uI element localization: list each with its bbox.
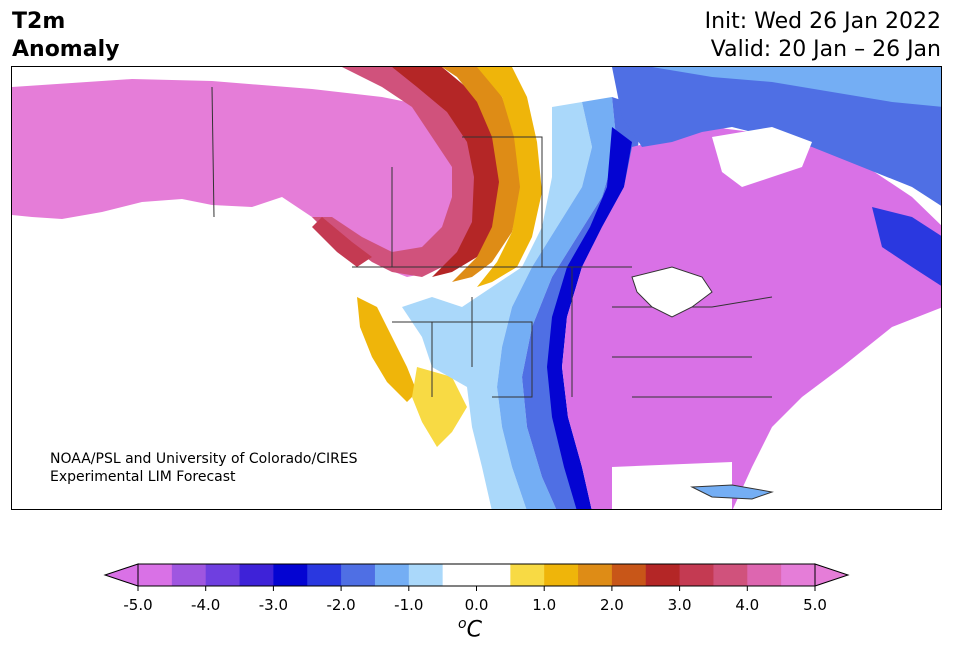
colorbar-segment	[307, 564, 342, 586]
valid-range: Valid: 20 Jan – 26 Jan	[710, 37, 941, 62]
colorbar-tick-label: -3.0	[259, 596, 288, 614]
colorbar-segment	[374, 564, 410, 586]
gulf-of-mexico	[612, 462, 732, 509]
map-canvas	[12, 67, 941, 509]
colorbar-segment	[747, 564, 782, 586]
colorbar-segment	[713, 564, 748, 586]
anomaly-region-alaska	[12, 79, 467, 277]
colorbar-segment	[611, 564, 647, 586]
colorbar-tick-label: -1.0	[394, 596, 423, 614]
colorbar-svg: -5.0 -4.0 -3.0 -2.0 -1.0 0.0 1.0 2.0 3.0 4.0 5.0	[103, 563, 850, 614]
colorbar-segment	[408, 564, 444, 586]
colorbar-segment	[544, 564, 579, 586]
colorbar-min-arrow	[103, 563, 139, 587]
anomaly-region-warm-band-1	[312, 67, 487, 277]
colorbar-segment	[273, 564, 308, 586]
colorbar-segment	[138, 564, 173, 586]
degree-superscript: o	[458, 616, 467, 632]
colorbar-segment	[442, 564, 477, 586]
anomaly-region-pacific-coast	[312, 217, 372, 267]
colorbar-segment	[679, 564, 714, 586]
title-type: Anomaly	[12, 37, 120, 62]
unit-celsius: C	[466, 617, 482, 643]
cuba	[690, 484, 774, 500]
colorbar-segment	[578, 564, 613, 586]
data-credit: NOAA/PSL and University of Colorado/CIRE…	[50, 450, 358, 486]
colorbar-tick-label: 0.0	[465, 596, 489, 614]
colorbar-max-arrow	[814, 563, 850, 587]
colorbar-tick-label: 1.0	[532, 596, 556, 614]
colorbar-unit: oC	[458, 616, 482, 642]
colorbar-segment	[239, 564, 274, 586]
colorbar-segment	[476, 564, 511, 586]
anomaly-region-california-warm	[357, 297, 417, 402]
colorbar-legend: -5.0 -4.0 -3.0 -2.0 -1.0 0.0 1.0 2.0 3.0 4.0 5.0	[0, 560, 953, 655]
colorbar-segment	[205, 564, 241, 586]
forecast-dates: Init: Wed 26 Jan 2022 Valid: 20 Jan – 26…	[705, 8, 941, 64]
colorbar-tick-label: 2.0	[600, 596, 624, 614]
colorbar-segment	[171, 564, 207, 586]
colorbar-tick-label: 5.0	[803, 596, 827, 614]
init-date: Init: Wed 26 Jan 2022	[704, 9, 941, 34]
great-lakes	[631, 266, 713, 318]
credit-line-1: NOAA/PSL and University of Colorado/CIRE…	[50, 451, 358, 467]
anomaly-region-warm-band-4	[477, 67, 542, 287]
anomaly-map: NOAA/PSL and University of Colorado/CIRE…	[11, 66, 942, 510]
colorbar-tick-label: -5.0	[123, 596, 152, 614]
anomaly-region-cold-core	[547, 127, 632, 509]
anomaly-region-east	[562, 127, 941, 509]
anomaly-region-cold-light	[402, 102, 592, 509]
credit-line-2: Experimental LIM Forecast	[50, 469, 236, 485]
colorbar-tick-label: -4.0	[191, 596, 220, 614]
colorbar-tick-label: -2.0	[326, 596, 355, 614]
anomaly-region-labrador-core	[872, 207, 941, 286]
anomaly-region-warm-band-3	[442, 67, 522, 282]
title-variable: T2m	[12, 9, 66, 34]
anomaly-region-greenland-light	[652, 67, 941, 107]
colorbar-tick-label: 4.0	[735, 596, 759, 614]
hudson-bay	[712, 127, 812, 187]
colorbar-segment	[645, 564, 681, 586]
anomaly-region-cold-medium	[497, 97, 617, 509]
colorbar-tick-label: 3.0	[668, 596, 692, 614]
anomaly-region-baja-warm	[412, 367, 467, 447]
colorbar-segment	[341, 564, 376, 586]
anomaly-region-warm-band-2	[392, 67, 502, 277]
political-borders	[211, 86, 773, 398]
colorbar-segment	[510, 564, 545, 586]
colorbar-segment	[781, 564, 816, 586]
map-title: T2m Anomaly	[12, 8, 119, 64]
